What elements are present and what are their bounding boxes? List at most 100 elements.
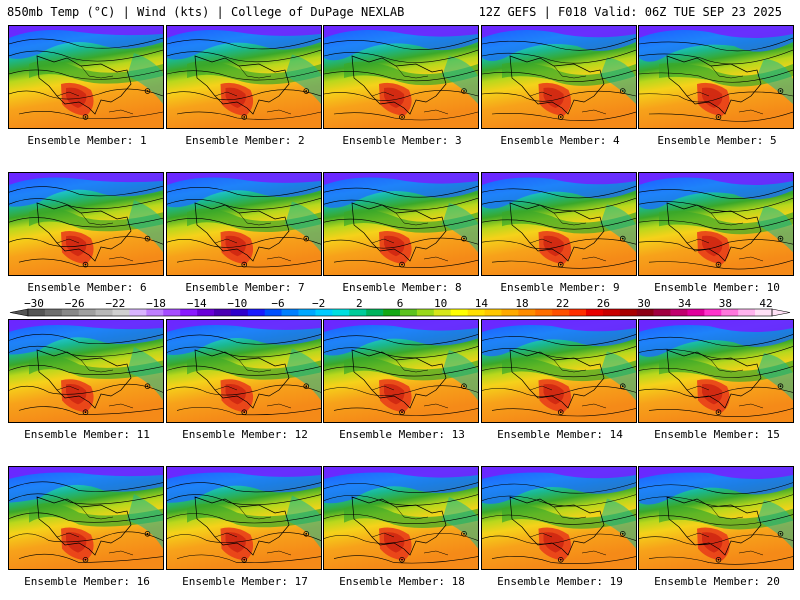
temperature-map <box>167 26 321 128</box>
colorbar-swatch <box>163 309 181 316</box>
colorbar-swatch <box>383 309 401 316</box>
ensemble-panel <box>166 466 322 570</box>
temperature-map <box>324 173 478 275</box>
ensemble-panel <box>481 319 637 423</box>
temperature-map <box>324 320 478 422</box>
colorbar-tick-label: 2 <box>356 298 363 310</box>
temperature-map <box>167 467 321 569</box>
colorbar-swatch <box>180 309 198 316</box>
colorbar-swatch <box>214 309 232 316</box>
temperature-map <box>9 173 163 275</box>
ensemble-panel <box>166 25 322 129</box>
colorbar-swatch <box>95 309 113 316</box>
colorbar-swatch <box>298 309 316 316</box>
temperature-colorbar: −30 −26 −22 −18 −14 −10 −6 −2 2 6 10 14 18 22 26 30 34 38… <box>0 298 800 322</box>
ensemble-member-caption: Ensemble Member: 13 <box>339 428 465 441</box>
temperature-map <box>639 26 793 128</box>
temperature-map <box>324 467 478 569</box>
colorbar-swatch <box>535 309 553 316</box>
colorbar-swatch <box>738 309 756 316</box>
colorbar-swatch <box>230 309 249 316</box>
colorbar-swatch <box>349 309 367 316</box>
colorbar-swatch <box>281 309 299 316</box>
colorbar-swatch <box>619 309 638 316</box>
colorbar-right-arrow <box>771 308 791 317</box>
ensemble-panel <box>638 319 794 423</box>
ensemble-panel <box>638 172 794 276</box>
ensemble-member-caption: Ensemble Member: 11 <box>24 428 150 441</box>
ensemble-member-caption: Ensemble Member: 17 <box>182 575 308 588</box>
temperature-map <box>639 173 793 275</box>
colorbar-swatch <box>653 309 671 316</box>
ensemble-panel <box>323 466 479 570</box>
colorbar-swatch <box>78 309 96 316</box>
colorbar-swatch <box>484 309 502 316</box>
colorbar-tick-label: −22 <box>105 298 125 310</box>
colorbar-swatch <box>569 309 587 316</box>
temperature-map <box>482 320 636 422</box>
colorbar-tick-label: 10 <box>434 298 447 310</box>
colorbar-swatch <box>450 309 468 316</box>
ensemble-member-caption: Ensemble Member: 10 <box>654 281 780 294</box>
temperature-map <box>167 320 321 422</box>
colorbar-swatch <box>197 309 215 316</box>
colorbar-swatch <box>366 309 384 316</box>
colorbar-tick-label: 22 <box>556 298 569 310</box>
colorbar-swatch <box>518 309 536 316</box>
ensemble-member-caption: Ensemble Member: 4 <box>500 134 620 147</box>
ensemble-panel <box>323 172 479 276</box>
ensemble-member-caption: Ensemble Member: 14 <box>497 428 623 441</box>
colorbar-tick-label: −26 <box>65 298 85 310</box>
colorbar-swatch <box>146 309 164 316</box>
ensemble-member-caption: Ensemble Member: 15 <box>654 428 780 441</box>
ensemble-member-caption: Ensemble Member: 20 <box>654 575 780 588</box>
ensemble-panel <box>323 25 479 129</box>
ensemble-panel <box>481 25 637 129</box>
colorbar-swatch <box>332 309 350 316</box>
colorbar-tick-label: 26 <box>597 298 610 310</box>
colorbar-tick-label: 34 <box>678 298 692 310</box>
ensemble-panel <box>481 466 637 570</box>
colorbar-tick-label: 14 <box>475 298 489 310</box>
colorbar-tick-label: 42 <box>759 298 772 310</box>
ensemble-panel <box>8 172 164 276</box>
ensemble-panel <box>8 319 164 423</box>
ensemble-member-caption: Ensemble Member: 16 <box>24 575 150 588</box>
ensemble-member-caption: Ensemble Member: 12 <box>182 428 308 441</box>
ensemble-member-caption: Ensemble Member: 19 <box>497 575 623 588</box>
colorbar-tick-label: 30 <box>637 298 650 310</box>
ensemble-member-caption: Ensemble Member: 8 <box>342 281 462 294</box>
colorbar-swatch <box>586 309 604 316</box>
colorbar-swatch <box>501 309 519 316</box>
temperature-map <box>482 26 636 128</box>
colorbar-graphic: −30 −26 −22 −18 −14 −10 −6 −2 2 6 10 14 18 22 26 30 34 38… <box>9 298 791 317</box>
temperature-map <box>482 467 636 569</box>
colorbar-swatch <box>670 309 688 316</box>
colorbar-swatch <box>44 309 63 316</box>
ensemble-panel <box>8 466 164 570</box>
temperature-map <box>9 320 163 422</box>
colorbar-tick-label: 6 <box>397 298 404 310</box>
colorbar-swatch <box>704 309 722 316</box>
ensemble-panel <box>323 319 479 423</box>
colorbar-outline <box>27 308 773 317</box>
colorbar-swatch <box>416 309 435 316</box>
ensemble-panel <box>638 25 794 129</box>
colorbar-swatch <box>315 309 333 316</box>
colorbar-swatch <box>433 309 452 316</box>
page-title: 850mb Temp (°C) | Wind (kts) | College o… <box>7 5 405 19</box>
colorbar-tick-label: −30 <box>24 298 44 310</box>
colorbar-swatch <box>264 309 282 316</box>
ensemble-member-caption: Ensemble Member: 1 <box>27 134 147 147</box>
colorbar-swatch <box>112 309 130 316</box>
ensemble-member-caption: Ensemble Member: 5 <box>657 134 777 147</box>
valid-time-label: 12Z GEFS | F018 Valid: 06Z TUE SEP 23 20… <box>478 5 782 19</box>
ensemble-member-caption: Ensemble Member: 9 <box>500 281 620 294</box>
colorbar-swatch <box>687 309 705 316</box>
ensemble-panel <box>638 466 794 570</box>
colorbar-tick-label: −6 <box>271 298 284 310</box>
temperature-map <box>639 467 793 569</box>
colorbar-swatch <box>552 309 570 316</box>
colorbar-swatch <box>755 309 773 316</box>
colorbar-swatch <box>721 309 739 316</box>
